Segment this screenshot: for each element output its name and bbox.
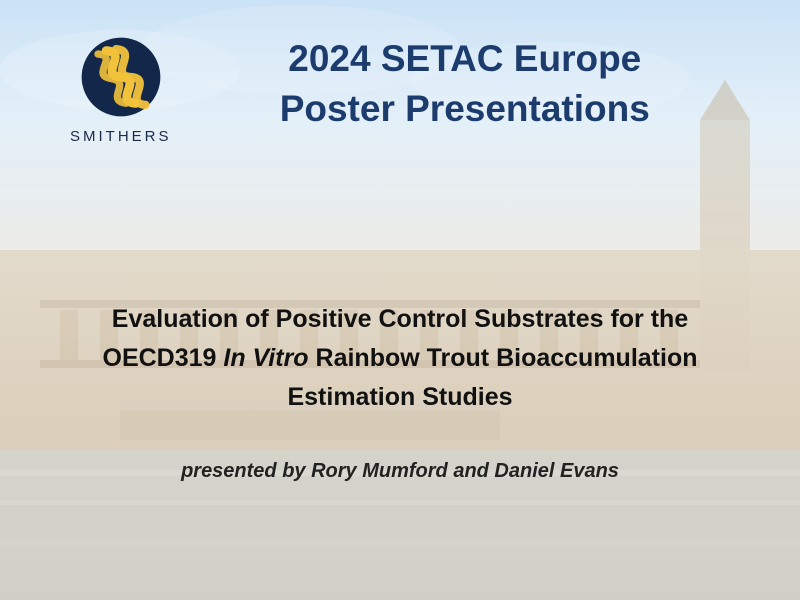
poster-title-italic: In Vitro xyxy=(223,344,308,372)
main-title-block: 2024 SETAC Europe Poster Presentations xyxy=(200,28,760,134)
main-title-line2: Poster Presentations xyxy=(200,84,730,134)
header-row: SMITHERS 2024 SETAC Europe Poster Presen… xyxy=(40,28,760,145)
poster-title-line2: OECD319 In Vitro Rainbow Trout Bioaccumu… xyxy=(60,339,740,378)
brand-logo-icon xyxy=(80,36,162,118)
poster-title-line3: Estimation Studies xyxy=(60,378,740,417)
slide-root: SMITHERS 2024 SETAC Europe Poster Presen… xyxy=(0,0,800,600)
poster-title-line2-post: Rainbow Trout Bioaccumulation xyxy=(309,344,698,372)
main-title-line1: 2024 SETAC Europe xyxy=(200,34,730,84)
presented-by-label: presented by Rory Mumford and Daniel Eva… xyxy=(0,460,800,483)
poster-title: Evaluation of Positive Control Substrate… xyxy=(0,300,800,416)
content-layer: SMITHERS 2024 SETAC Europe Poster Presen… xyxy=(0,0,800,600)
poster-title-line2-pre: OECD319 xyxy=(103,344,224,372)
brand-logo-block: SMITHERS xyxy=(70,36,172,145)
poster-title-line1: Evaluation of Positive Control Substrate… xyxy=(60,300,740,339)
brand-name-label: SMITHERS xyxy=(70,128,172,145)
